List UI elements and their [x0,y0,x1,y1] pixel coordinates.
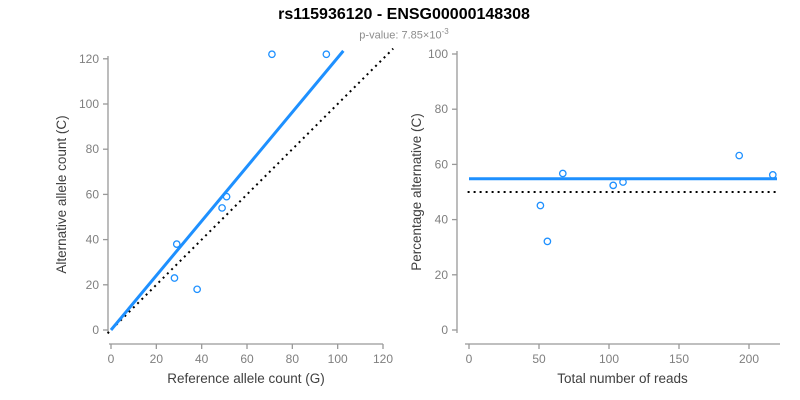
x-tick-label: 120 [373,352,393,366]
data-point [619,178,627,186]
data-point [218,204,226,212]
y-tick-label: 20 [435,268,449,282]
y-tick-label: 40 [435,213,449,227]
x-tick-label: 80 [286,352,300,366]
data-point [170,274,179,282]
data-point [222,192,231,201]
y-tick-label: 80 [86,142,100,156]
figure-title: rs115936120 - ENSG00000148308 [278,6,530,23]
y-tick-label: 120 [79,52,99,66]
plot-allele-counts: 0 20 40 60 80 100 120 0 20 40 60 80 100 120 Reference … [54,47,394,386]
x-tick-label: 150 [669,352,689,366]
data-point [322,50,331,59]
x-tick-label: 100 [599,352,619,366]
y-axis-title: Percentage alternative (C) [409,113,424,271]
x-tick-label: 60 [240,352,254,366]
x-axis-title: Reference allele count (G) [167,371,325,386]
y-tick-label: 100 [428,47,448,61]
identity-line [106,47,394,335]
data-point [268,50,276,59]
pvalue-text: p-value: 7.85×10 [359,29,442,42]
data-point [558,169,567,178]
y-axis-title: Alternative allele count (C) [54,115,69,273]
x-tick-label: 50 [532,352,546,366]
y-tick-label: 20 [86,278,100,292]
y-tick-label: 0 [441,323,448,337]
data-point [172,240,181,248]
x-tick-label: 40 [195,352,209,366]
pvalue-exponent: -3 [441,27,449,36]
data-point [735,151,744,160]
data-point [193,285,201,294]
x-tick-label: 0 [466,352,473,366]
regression-line [109,49,345,331]
plot-percentage-vs-reads: 0 20 40 60 80 100 0 50 100 150 200 Total number of … [409,47,780,386]
data-point [536,201,545,210]
x-tick-label: 20 [150,352,164,366]
y-tick-label: 100 [79,97,99,111]
y-tick-label: 60 [86,187,100,201]
x-tick-label: 100 [328,352,348,366]
y-tick-label: 40 [86,233,100,247]
x-axis-title: Total number of reads [557,371,688,386]
data-point [768,171,777,179]
y-tick-label: 60 [435,157,449,171]
data-point [609,181,618,190]
data-point [543,237,552,246]
y-tick-label: 0 [92,323,99,337]
y-tick-label: 80 [435,102,449,116]
x-tick-label: 0 [108,352,115,366]
x-tick-label: 200 [739,352,759,366]
figure-subtitle: p-value: 7.85×10-3 [0,27,800,42]
